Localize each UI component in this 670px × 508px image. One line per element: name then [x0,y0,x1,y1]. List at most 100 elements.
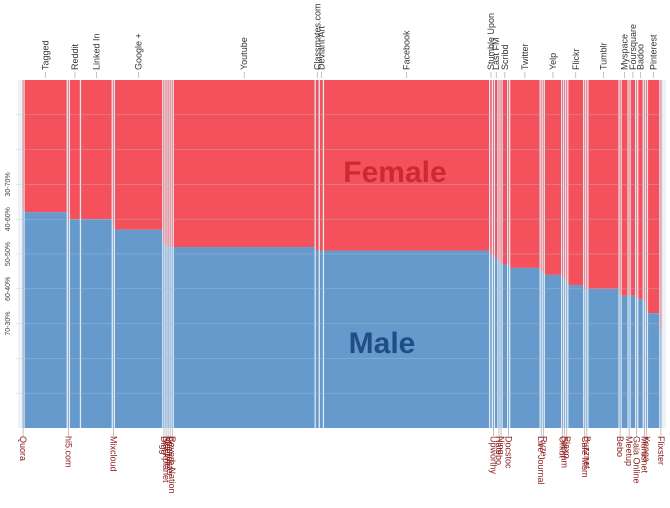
bar-female-scribd [502,80,508,265]
bar-male-flixster [660,330,662,428]
top-label-google: Google + [134,33,144,70]
top-label-tumblr: Tumblr [599,42,609,70]
top-label-reddit: Reddit [70,43,80,70]
bar-male-yelp [544,274,562,428]
bar-female-badoo [638,80,643,300]
y-scale-label: 70-30% [5,312,12,336]
bar-female-flixster [660,80,662,331]
bottom-label-orkut: Orkut [558,436,568,459]
bottom-label-digg: Digg [159,436,169,455]
bar-male-classmates-com [315,250,319,428]
top-label-stumble-upon: Stumble Upon [486,13,496,70]
bar-female-mixcloud [112,80,114,227]
y-scale-label: 60-40% [5,277,12,301]
bar-male-live-journal [540,271,542,428]
bar-male-reverb-nation [171,247,173,428]
top-label-badoo: Badoo [636,44,646,70]
bar-female-reverb-nation [171,80,173,248]
y-scale-label: 50-50% [5,242,12,266]
bar-male-digg [163,243,165,428]
bottom-label-quora: Quora [18,436,28,461]
bottom-label-stickam: Stickam [560,436,570,468]
bar-male-mixcloud [112,226,114,428]
bottom-label-meetme: Meetme [163,436,173,469]
bar-male-meetup [628,295,630,428]
bar-female-xanga [645,80,647,310]
top-label-foursquare: Foursquare [628,24,638,70]
bar-male-flickr [568,285,584,428]
bottom-label-xanga: Xanga [641,436,651,462]
top-label-youtube: Youtube [239,37,249,70]
bottom-label-cafe-mom: Cafe Mom [580,436,590,478]
bar-female-stumble-upon [490,80,492,254]
bar-google [115,80,164,428]
top-label-tagged: Tagged [41,40,51,70]
bar-male-blackplanet [165,243,167,428]
bar-female-myspace [621,80,628,296]
top-category-labels: Tagged Reddit Linked In Google + Youtube Clas… [41,3,659,78]
bottom-label-plaxo: Plaxo [562,436,572,459]
bar-female-bebo [619,80,621,296]
bottom-label-hatebo: Hatebo [494,436,504,465]
bottom-label-gaia-online: Gaia Online [632,436,642,484]
bar-female-blackplanet [165,80,167,244]
bar-male-upworthy [492,257,494,428]
bar-male-quora [22,208,24,428]
bar-female-pinterest [648,80,660,314]
y-scale-label: 30-70% [5,172,12,196]
bar-facebook [324,80,491,428]
bar-female-orkut [562,80,564,279]
bottom-label-hi5-com: hi5.com [63,436,73,468]
horizontal-gridlines [16,114,662,394]
bar-male-gaia-online [636,299,638,428]
bar-male-youtube [173,247,315,428]
bar-male-pinterest [648,313,660,428]
bar-female-live-journal [540,80,542,272]
top-label-last-fm: Last FM [491,37,501,70]
bar-female-yelp [544,80,562,275]
bar-male-badoo [638,299,643,428]
bar-female-upworthy [492,80,494,258]
bar-male-deviant-art [319,250,323,428]
bottom-label-flixster: Flixster [656,436,666,465]
bar-female-meetme [167,80,169,248]
bar-male-bebo [619,295,621,428]
bar-female-youtube [173,80,315,248]
bar-female-google [115,80,163,230]
bar-female-mumsnet [643,80,645,303]
bar-male-stumble-upon [490,254,492,428]
top-label-deviant-art: Deviant Art [316,25,326,70]
bar-male-ning [500,264,502,428]
female-annotation: Female [343,156,446,189]
bar-male-google [115,229,163,428]
bottom-label-docstoc: Docstoc [504,436,514,469]
bottom-label-bebo: Bebo [615,436,625,457]
bottom-category-labels: Quora hi5.com Mixcloud DiggBlackplanetMeetm… [18,428,666,494]
bar-male-friendster [169,247,171,428]
bar-female-last-fm [495,80,498,258]
bar-male-twitter [510,267,540,428]
top-label-twitter: Twitter [520,43,530,70]
bar-male-plaxo [566,281,568,428]
top-label-flickr: Flickr [571,49,581,71]
bar-twitter [510,80,541,428]
bottom-label-reverb-nation: Reverb Nation [167,436,177,494]
bar-male-tagged [24,212,67,428]
bar-male-scribd [502,264,508,428]
bar-male-myspace [621,295,628,428]
top-label-yelp: Yelp [548,53,558,70]
bar-male-last-fm [495,257,498,428]
bottom-label-ning: Ning [496,436,506,455]
bar-male-ryze [542,271,544,428]
bar-male-facebook [324,250,490,428]
bar-male-mumsnet [643,302,645,428]
bar-female-deviant-art [319,80,323,251]
bar-female-quora [22,80,24,209]
bar-female-ning [500,80,502,265]
bar-female-foursquare [630,80,636,296]
bottom-label-blackplanet: Blackplanet [161,436,171,483]
bar-female-plaxo [566,80,568,282]
bottom-label-ryze: Ryze [538,436,548,457]
bottom-label-meetup: Meetup [624,436,634,466]
